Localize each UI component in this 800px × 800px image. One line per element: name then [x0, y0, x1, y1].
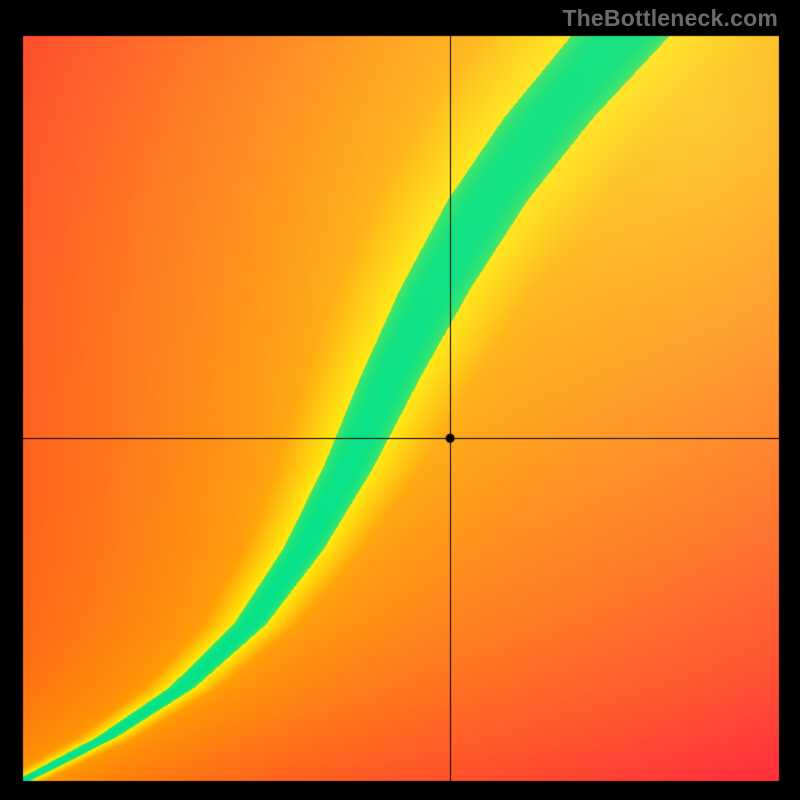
heatmap-canvas — [0, 0, 800, 800]
watermark-text: TheBottleneck.com — [562, 5, 778, 32]
chart-container: TheBottleneck.com — [0, 0, 800, 800]
